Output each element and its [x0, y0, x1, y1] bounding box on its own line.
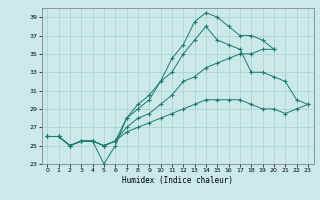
X-axis label: Humidex (Indice chaleur): Humidex (Indice chaleur) [122, 176, 233, 185]
